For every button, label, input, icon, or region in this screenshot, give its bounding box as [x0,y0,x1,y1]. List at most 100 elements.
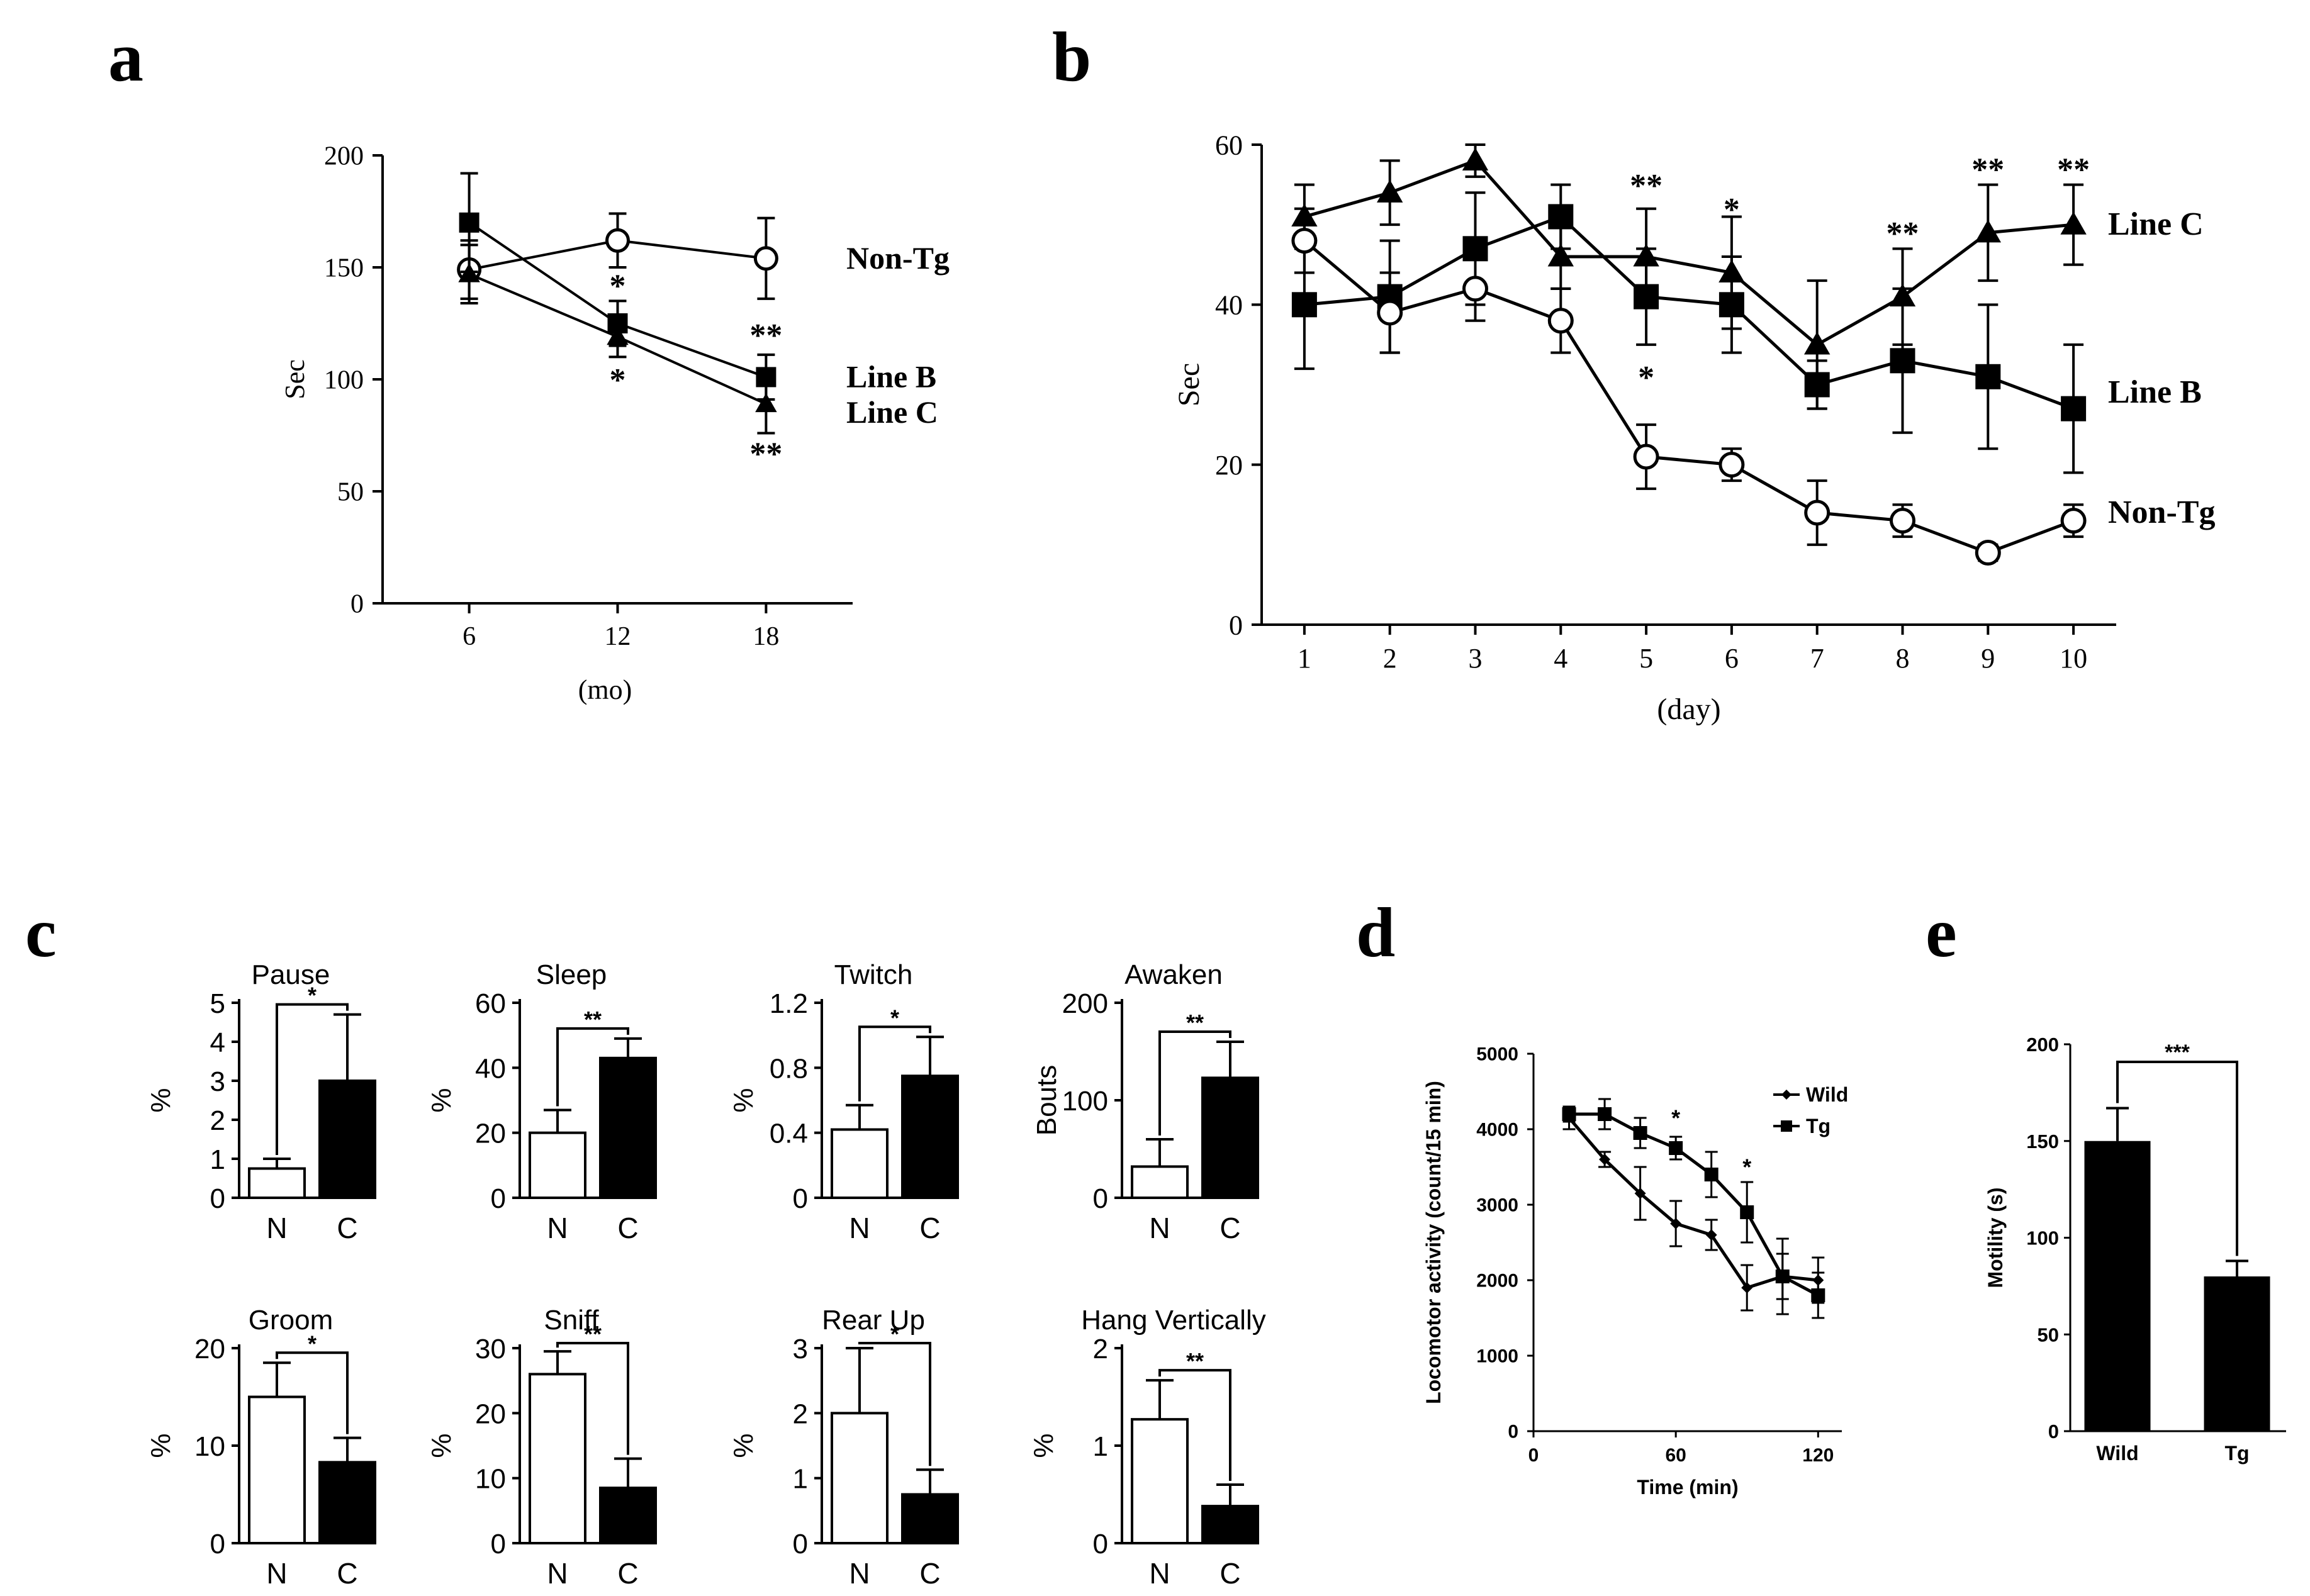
panel-d-data-point-tg [1562,1107,1576,1121]
subplot-y-tick-label: 30 [475,1334,506,1364]
subplot-y-axis-label: % [426,1088,457,1112]
bar-c [318,1461,376,1545]
significance-bracket [276,1003,349,1155]
panel-b-significance-star: ** [1630,168,1662,204]
panel-e-bar-wild [2084,1141,2151,1431]
panel-e-significance-star: *** [2165,1041,2190,1064]
panel-a-significance-star: * [610,269,626,304]
subplot-y-tick-label: 1 [793,1464,808,1495]
panel-b-y-tick-label: 40 [1215,290,1243,321]
subplot-title: Rear Up [822,1305,925,1336]
panel-b-data-point-line-b [1975,364,2001,389]
panel-b-significance-star: * [1724,192,1740,228]
subplot-y-axis-label: % [145,1088,176,1112]
panel-d-data-point-wild [1599,1154,1611,1165]
panel-b-series-label-line-c: Line C [2108,206,2204,242]
panel-b-x-tick-label: 10 [2060,643,2087,674]
subplot-title: Pause [252,959,330,990]
subplot-y-tick-label: 0.4 [770,1119,808,1149]
subplot-y-axis-label: % [728,1088,759,1112]
x-tick-label: N [266,1212,287,1244]
panel-d-data-point-wild [1670,1218,1682,1229]
panel-e-x-tick-label: Wild [2096,1442,2138,1465]
panel-d-y-tick-label: 5000 [1476,1044,1518,1065]
panel-b-data-point-line-b [1548,204,1574,230]
significance-star: * [308,983,317,1008]
panel-a-data-point-line-c [755,393,777,413]
bar-c [901,1493,959,1544]
panel-d-data-point-wild [1705,1229,1717,1241]
bar-c [599,1487,657,1545]
panel-e-y-tick-label: 50 [2038,1324,2059,1346]
panel-a-y-tick-label: 100 [324,366,364,395]
panel-b-data-point-line-b [1804,372,1830,398]
x-tick-label: C [617,1557,638,1590]
panel-a-series-label-line-b: Line B [846,359,936,394]
significance-star: ** [584,1007,602,1032]
subplot-y-axis-label: % [1028,1433,1059,1458]
panel-b-data-point-non-tg [1462,276,1488,302]
panel-b-y-tick-label: 0 [1229,610,1243,640]
panel-d-x-tick-label: 60 [1665,1445,1686,1466]
panel-letter-d: d [1356,894,1395,972]
panel-b-series-line-line-c [1304,159,2074,347]
panel-letter-c: c [25,894,57,972]
panel-e-y-tick-label: 100 [2026,1227,2059,1249]
panel-b-x-tick-label: 6 [1725,643,1739,674]
panel-a-x-axis-label: (mo) [578,674,632,705]
bar-c [901,1074,959,1199]
panel-b-x-tick-label: 1 [1298,643,1311,674]
subplot-title: Hang Vertically [1081,1305,1265,1336]
panel-e-bar-tg [2204,1276,2270,1431]
subplot-y-tick-label: 0 [1093,1529,1108,1560]
panel-a-significance-star: ** [749,437,782,472]
panel-d-y-tick-label: 1000 [1476,1346,1518,1367]
panel-b-x-tick-label: 8 [1896,643,1910,674]
subplot-y-axis-label: Bouts [1031,1065,1062,1136]
panel-d-x-tick-label: 120 [1802,1445,1834,1466]
subplot-y-axis-label: % [426,1433,457,1458]
panel-b-significance-star: ** [1887,216,1919,252]
panel-e-y-tick-label: 150 [2026,1130,2059,1152]
significance-bracket [1158,1369,1231,1481]
panel-b-data-point-line-c [1462,147,1489,170]
panel-d-data-point-tg [1704,1168,1718,1181]
subplot-y-tick-label: 40 [475,1053,506,1084]
panel-d-y-axis-label: Locomotor activity (count/15 min) [1422,1081,1445,1404]
panel-d-data-point-tg [1740,1205,1754,1219]
subplot-title: Sleep [536,959,607,990]
panel-b-y-axis-label: Sec [1172,363,1206,406]
significance-star: * [890,1005,899,1030]
panel-b-x-tick-label: 2 [1383,643,1397,674]
panel-letter-b: b [1052,18,1091,96]
panel-e-x-tick-label: Tg [2224,1442,2249,1465]
panel-b-data-point-non-tg [1633,444,1659,470]
panel-a-data-point-line-c [458,263,480,282]
significance-star: ** [1186,1010,1204,1035]
panel-b-data-point-line-c [1975,220,2001,243]
significance-star: * [308,1331,317,1356]
panel-a-series-label-line-c: Line C [846,394,938,430]
subplot-title: Groom [249,1305,333,1336]
panel-e-y-tick-label: 0 [2048,1420,2059,1443]
subplot-y-tick-label: 3 [210,1066,225,1097]
panel-b-data-point-non-tg [1377,299,1403,326]
subplot-y-tick-label: 0 [210,1183,225,1214]
panel-d-significance-star: * [1742,1154,1751,1180]
subplot-y-tick-label: 0.8 [770,1053,808,1084]
bar-n [831,1412,889,1544]
panel-b-data-point-line-b [2061,396,2087,421]
subplot-y-tick-label: 0 [793,1183,808,1214]
panel-b-data-point-non-tg [2060,508,2087,534]
panel-b-data-point-non-tg [1718,452,1745,478]
panel-a-y-axis-label: Sec [279,359,310,399]
x-tick-label: C [919,1557,940,1590]
x-tick-label: C [1219,1557,1240,1590]
subplot-title: Twitch [834,959,913,990]
significance-bracket [858,1025,931,1102]
panel-e-y-tick-label: 200 [2026,1034,2059,1056]
panel-b-x-tick-label: 3 [1469,643,1483,674]
panel-b-data-point-line-c [2060,211,2087,235]
bar-n [1131,1165,1189,1200]
